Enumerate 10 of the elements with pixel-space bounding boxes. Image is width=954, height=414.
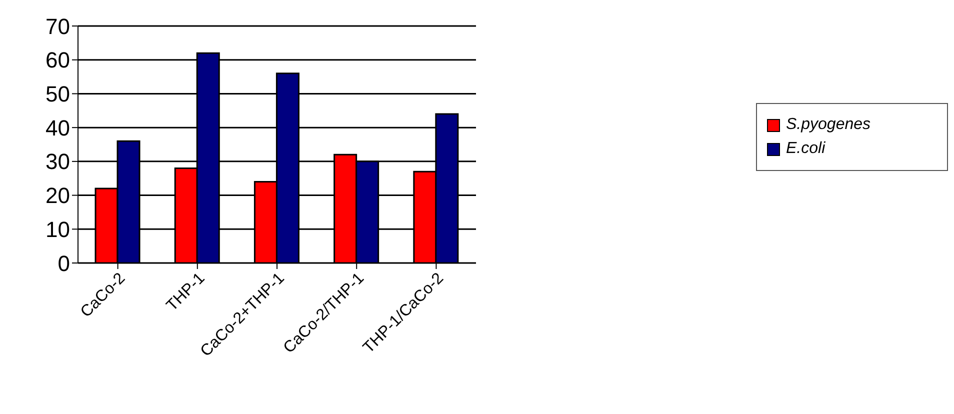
legend-label: E.coli (786, 140, 826, 158)
y-tick-label: 20 (46, 183, 70, 208)
y-tick-label: 50 (46, 82, 70, 107)
y-tick-label: 10 (46, 216, 70, 242)
y-tick-label: 60 (46, 48, 70, 73)
y-tick-label: 30 (46, 149, 70, 174)
legend-label: S.pyogenes (786, 116, 871, 134)
y-tick-label: 40 (46, 115, 70, 140)
y-tick-label: 70 (46, 14, 70, 39)
y-tick-label: 0 (58, 250, 70, 276)
